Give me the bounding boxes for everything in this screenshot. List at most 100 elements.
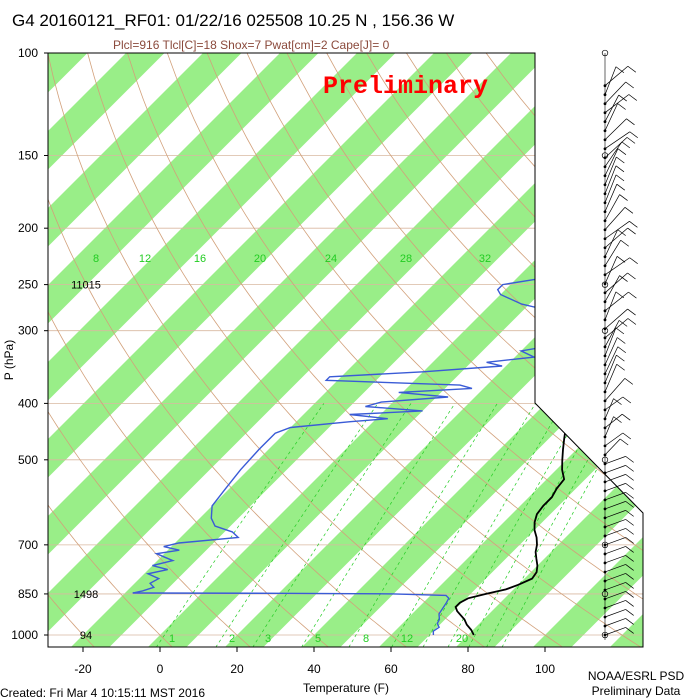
wind-barb (604, 528, 626, 537)
wind-barb-dot (603, 426, 607, 430)
wind-barb (604, 474, 626, 483)
wind-barb (604, 137, 628, 158)
wind-barb-feather (622, 413, 631, 421)
wind-barb-feather (616, 156, 625, 164)
wind-barb (604, 291, 617, 320)
pressure-tick-label: 150 (18, 148, 38, 162)
wind-barb-dot (603, 120, 607, 124)
pressure-tick-label: 250 (18, 278, 38, 292)
wind-barb-dot (603, 282, 607, 286)
isotherm-band (48, 53, 423, 647)
wind-barb-dot (603, 372, 607, 376)
wind-barb-dot (603, 147, 607, 151)
wind-barb-dot (603, 525, 607, 529)
wind-barb-feather (616, 363, 625, 371)
wind-barb (604, 456, 626, 465)
mixing-ratio-bottom-label: 2 (229, 633, 235, 645)
mixing-ratio-line (391, 403, 536, 647)
wind-barb-dot (603, 543, 607, 547)
pressure-tick-label: 300 (18, 324, 38, 338)
wind-barb (604, 131, 630, 150)
wind-barb-dot (603, 201, 607, 205)
wind-barb (604, 438, 621, 456)
wind-barb-feather (616, 183, 626, 191)
temperature-tick-label: 20 (230, 662, 244, 676)
isotherm-band (675, 26, 700, 659)
wind-barb-dot (603, 345, 607, 349)
wind-barb-feather (625, 81, 634, 89)
dry-adiabat (286, 53, 643, 647)
mixing-ratio-line (252, 403, 412, 647)
mixing-ratio-label: 20 (254, 253, 266, 265)
wind-barb-feather (625, 573, 634, 580)
wind-barb-dot (603, 516, 607, 520)
wind-barb (604, 194, 620, 221)
mixing-ratio-line (501, 403, 635, 647)
wind-barb-dot (603, 102, 607, 106)
temperature-tick-label: 60 (384, 662, 398, 676)
wind-barb (604, 618, 626, 627)
dry-adiabat (48, 53, 408, 647)
dry-adiabat (87, 53, 564, 647)
chart-title: G4 20160121_RF01: 01/22/16 025508 10.25 … (12, 11, 454, 30)
wind-barb-feather (629, 257, 638, 265)
wind-barb-feather (625, 555, 634, 562)
mixing-ratio-bottom-label: 1 (169, 633, 175, 645)
wind-barb-feather (619, 275, 628, 282)
wind-barb-dot (603, 534, 607, 538)
wind-barb-dot (603, 219, 607, 223)
wind-barb-dot (603, 408, 607, 412)
wind-barb (604, 184, 618, 212)
wind-barb (604, 501, 626, 510)
wind-barb (604, 308, 628, 330)
wind-barb-dot (603, 489, 607, 493)
mixing-ratio-label: 8 (93, 253, 99, 265)
wind-barb (604, 609, 626, 618)
x-axis-label: Temperature (F) (303, 681, 389, 695)
pressure-tick-label: 700 (18, 538, 38, 552)
wind-barb-feather (629, 131, 638, 139)
wind-barb-dot (603, 462, 607, 466)
wind-barb-feather (627, 308, 636, 316)
wind-barb (604, 413, 623, 429)
wind-barb-feather (622, 432, 632, 440)
isotherm-band (48, 53, 269, 647)
agency-credit: NOAA/ESRL PSD (588, 669, 685, 683)
wind-barb (604, 600, 626, 609)
wind-barb-dot (603, 111, 607, 115)
calm-wind-circle (601, 541, 609, 548)
mixing-ratio-label: 16 (194, 253, 206, 265)
wind-barb (604, 240, 622, 266)
wind-barb-dot (603, 624, 607, 628)
wind-barb-feather (625, 537, 634, 544)
wind-barb-dot (603, 552, 607, 556)
wind-barb (604, 398, 614, 420)
wind-barb-dot (603, 444, 607, 448)
wind-barb (604, 546, 626, 555)
wind-barb (604, 346, 619, 375)
wind-barb-feather (619, 438, 629, 446)
wind-barb-dot (603, 606, 607, 610)
wind-barb-dot (603, 138, 607, 142)
wind-barb-dot (603, 453, 607, 457)
wind-barb-dot (603, 174, 607, 178)
wind-barb (604, 165, 617, 194)
preliminary-data-note: Preliminary Data (592, 684, 681, 698)
dewpoint-profile (132, 214, 643, 636)
isotherm-band (366, 53, 643, 647)
pressure-tick-label: 1000 (11, 628, 38, 642)
wind-barb-dot (603, 588, 607, 592)
wind-barb-feather (617, 229, 626, 236)
wind-barb (604, 94, 620, 122)
wind-barb-feather (625, 492, 634, 499)
chart-subtitle: Plcl=916 Tlcl[C]=18 Shox=7 Pwat[cm]=2 Ca… (113, 38, 390, 52)
mixing-ratio-label: 32 (479, 253, 491, 265)
wind-barb-feather (616, 256, 626, 263)
wind-barb-dot (603, 210, 607, 214)
wind-barb (604, 156, 617, 185)
wind-barb-feather (613, 398, 622, 405)
wind-barb (604, 207, 626, 231)
wind-barb (604, 591, 626, 600)
wind-barb-dot (603, 435, 607, 439)
wind-barb-dot (603, 354, 607, 358)
